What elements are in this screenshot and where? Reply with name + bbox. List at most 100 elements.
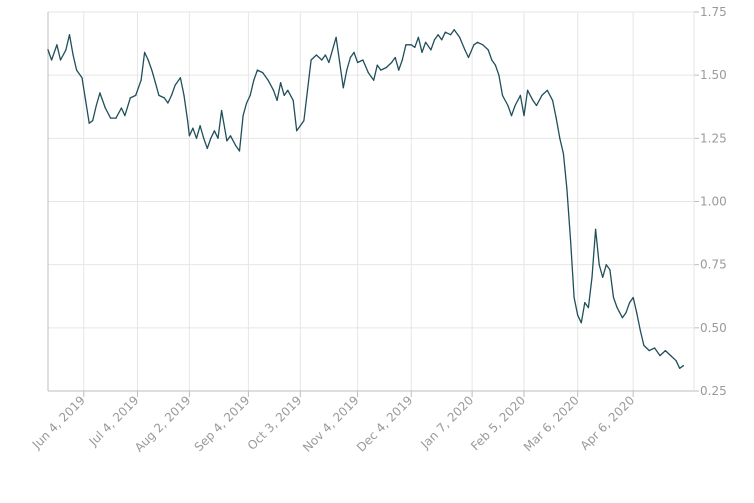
data-point: [140, 79, 142, 81]
data-point: [144, 51, 146, 54]
data-point: [99, 92, 101, 94]
data-point: [47, 49, 49, 51]
data-point: [210, 137, 212, 139]
data-point: [612, 296, 615, 299]
data-point: [95, 104, 97, 107]
data-point: [292, 99, 294, 101]
data-point: [262, 72, 264, 74]
y-tick-label: 0.25: [700, 384, 727, 398]
data-point: [367, 72, 369, 74]
axes: [47, 11, 699, 397]
data-point: [584, 302, 586, 304]
data-point: [283, 94, 285, 96]
data-point: [573, 296, 575, 299]
data-point: [376, 64, 378, 66]
data-point: [546, 89, 548, 91]
data-point: [339, 61, 341, 64]
data-point: [398, 69, 400, 71]
data-point: [321, 59, 323, 61]
data-point: [296, 130, 298, 132]
data-point: [527, 89, 529, 91]
data-point: [494, 64, 496, 66]
data-point: [151, 69, 153, 71]
data-point: [51, 59, 53, 61]
data-point: [120, 107, 122, 109]
data-point: [569, 238, 572, 240]
data-point: [306, 89, 309, 91]
data-point: [253, 79, 255, 81]
x-tick-label: Nov 4, 2019: [300, 393, 362, 455]
data-point: [56, 44, 58, 46]
data-point: [192, 127, 194, 129]
data-point: [473, 44, 475, 46]
data-point: [566, 188, 568, 190]
data-point: [206, 147, 208, 149]
data-point: [425, 41, 427, 43]
data-point: [280, 82, 282, 84]
gridlines: [48, 11, 694, 392]
data-point: [110, 117, 112, 119]
data-point: [532, 99, 534, 101]
data-point: [195, 137, 198, 139]
data-point: [636, 312, 638, 314]
y-tick-label: 1.75: [700, 5, 727, 19]
x-tick-label: Jun 4, 2019: [29, 393, 88, 452]
data-point: [357, 61, 359, 64]
data-point: [394, 56, 396, 59]
data-point: [158, 94, 160, 96]
data-point: [92, 120, 94, 122]
data-point: [616, 307, 618, 309]
data-point: [605, 264, 607, 266]
x-tick-label: Jul 4, 2019: [86, 393, 142, 449]
data-point: [433, 39, 436, 41]
data-point: [664, 350, 667, 352]
series-layer: [47, 29, 684, 369]
data-point: [188, 135, 190, 137]
data-point: [154, 82, 156, 84]
data-point: [417, 36, 419, 38]
data-point: [482, 44, 484, 46]
data-point: [591, 276, 593, 278]
x-tick-label: Apr 6, 2020: [578, 393, 638, 453]
data-point: [654, 347, 656, 349]
data-point: [174, 84, 176, 86]
data-point: [639, 329, 641, 331]
data-point: [315, 54, 317, 56]
y-tick-labels: 0.25 0.50 0.75 1.00 1.25 1.50 1.75: [700, 5, 727, 398]
data-point: [203, 137, 205, 139]
data-point: [441, 39, 443, 41]
data-point: [464, 49, 466, 51]
data-point: [287, 89, 289, 91]
data-point: [555, 117, 557, 119]
data-point: [519, 94, 522, 96]
data-point: [476, 41, 479, 43]
data-point: [643, 344, 645, 347]
data-point: [68, 34, 71, 36]
data-point: [147, 59, 149, 61]
data-point: [679, 367, 681, 369]
y-tick-label: 0.75: [700, 258, 727, 272]
data-point: [170, 94, 173, 96]
data-point: [577, 314, 579, 316]
data-point: [621, 317, 624, 319]
data-point: [229, 135, 232, 137]
data-point: [501, 94, 504, 96]
data-point: [629, 302, 631, 304]
data-point: [167, 102, 169, 104]
data-point: [115, 117, 117, 119]
data-point: [453, 29, 455, 31]
data-point: [221, 109, 223, 112]
data-point: [226, 140, 228, 142]
data-point: [246, 102, 248, 104]
data-point: [421, 51, 423, 54]
data-point: [444, 31, 446, 33]
data-point: [498, 74, 500, 76]
data-point: [331, 49, 334, 51]
data-point: [104, 107, 106, 109]
data-point: [587, 307, 590, 309]
data-point: [81, 77, 83, 79]
x-tick-label: Feb 5, 2020: [468, 393, 528, 453]
data-point: [276, 99, 278, 101]
data-point: [272, 89, 275, 91]
